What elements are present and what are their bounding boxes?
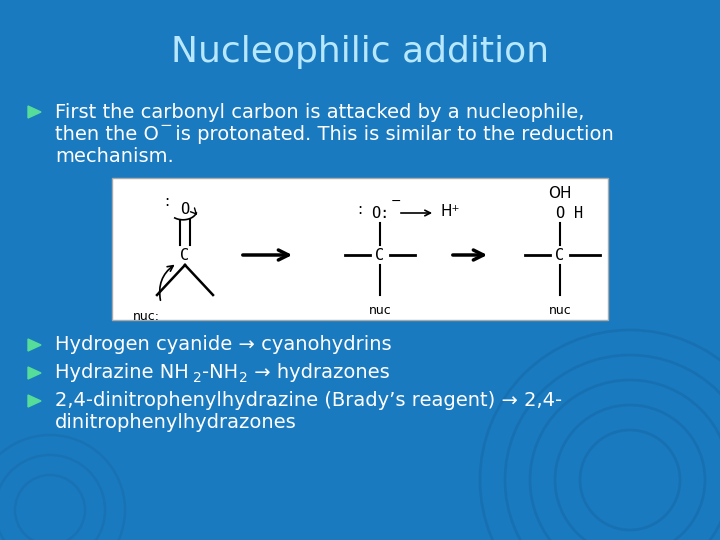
Polygon shape — [28, 106, 41, 118]
Text: Hydrogen cyanide → cyanohydrins: Hydrogen cyanide → cyanohydrins — [55, 335, 392, 354]
Text: then the O: then the O — [55, 125, 159, 144]
Text: O: O — [555, 206, 564, 220]
Text: 2: 2 — [239, 371, 248, 385]
Text: Hydrazine NH: Hydrazine NH — [55, 363, 189, 382]
Text: O: O — [181, 202, 189, 218]
Text: :: : — [164, 194, 170, 210]
Polygon shape — [28, 339, 41, 351]
Text: -NH: -NH — [202, 363, 238, 382]
Polygon shape — [28, 395, 41, 407]
Text: H: H — [574, 206, 583, 220]
Text: 2,4-dinitrophenylhydrazine (Brady’s reagent) → 2,4-: 2,4-dinitrophenylhydrazine (Brady’s reag… — [55, 392, 562, 410]
Text: Nucleophilic addition: Nucleophilic addition — [171, 35, 549, 69]
Text: nuc:: nuc: — [133, 310, 160, 323]
Text: C: C — [375, 247, 384, 262]
Text: O:: O: — [371, 206, 389, 220]
Text: → hydrazones: → hydrazones — [248, 363, 390, 382]
Text: is protonated. This is similar to the reduction: is protonated. This is similar to the re… — [169, 125, 613, 144]
Text: dinitrophenylhydrazones: dinitrophenylhydrazones — [55, 414, 297, 433]
Text: mechanism.: mechanism. — [55, 146, 174, 165]
Polygon shape — [28, 367, 41, 379]
Text: C: C — [555, 247, 564, 262]
Text: :: : — [357, 201, 363, 217]
Text: First the carbonyl carbon is attacked by a nucleophile,: First the carbonyl carbon is attacked by… — [55, 103, 585, 122]
Text: nuc: nuc — [549, 305, 572, 318]
Text: nuc: nuc — [369, 305, 392, 318]
Text: C: C — [181, 247, 189, 262]
Text: 2: 2 — [193, 371, 202, 385]
Text: −: − — [391, 194, 401, 207]
Text: OH: OH — [548, 186, 572, 200]
FancyBboxPatch shape — [112, 178, 608, 320]
Text: −: − — [159, 118, 172, 133]
Text: H⁺: H⁺ — [440, 204, 459, 219]
